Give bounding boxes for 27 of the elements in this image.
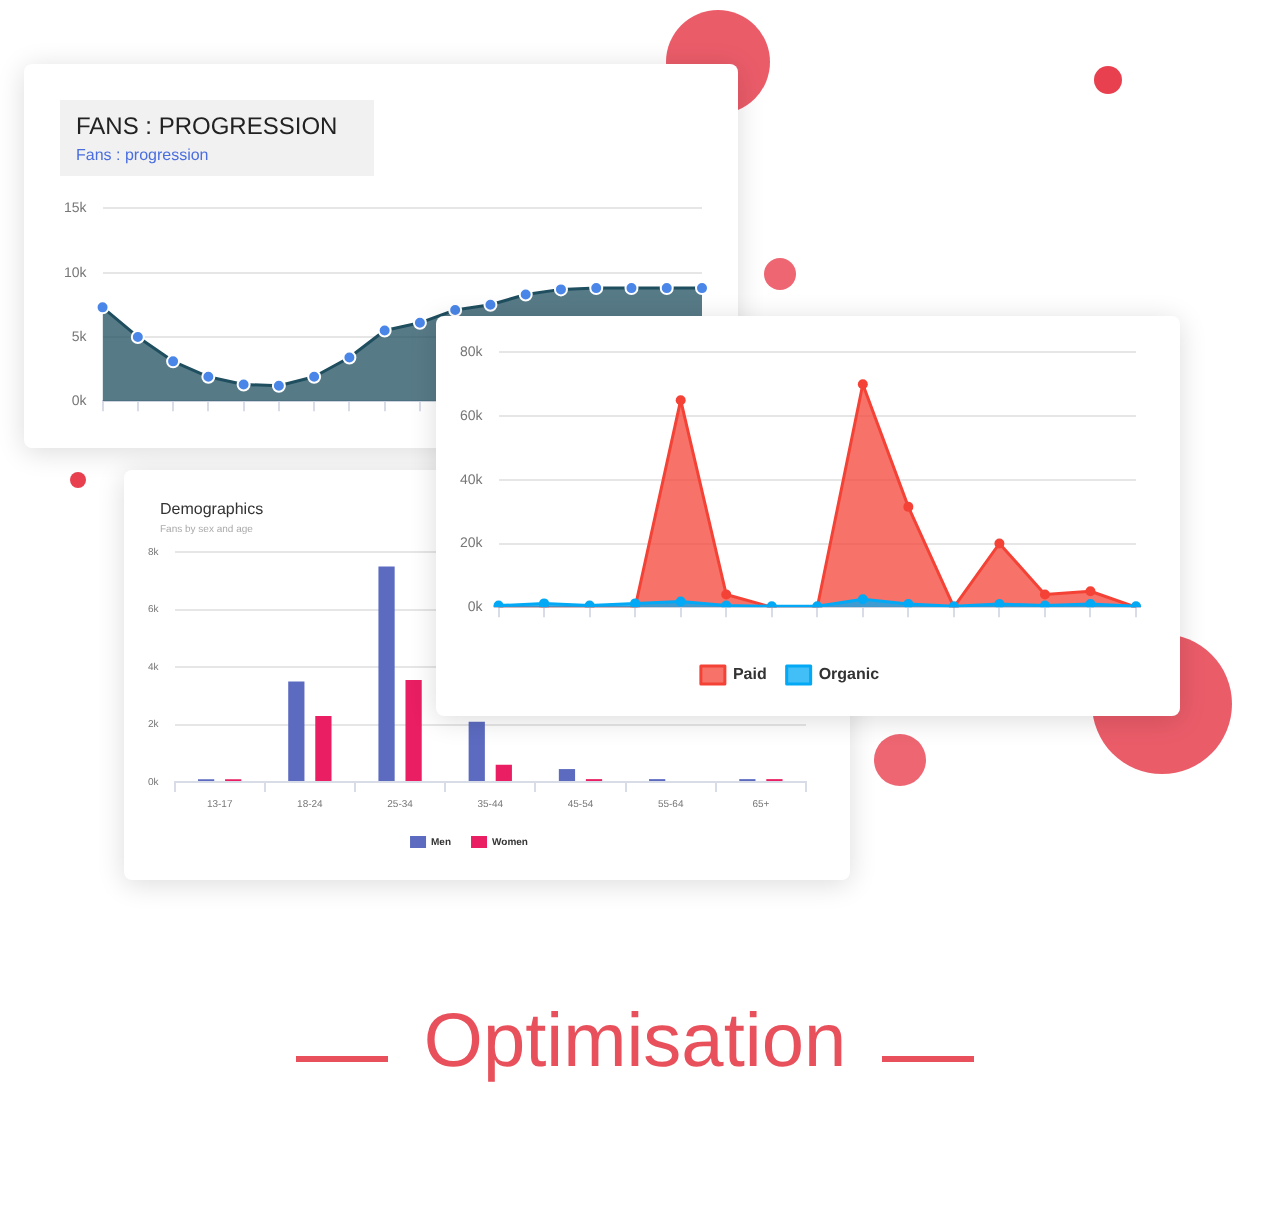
point [994, 599, 1005, 608]
point [903, 599, 914, 608]
point [1085, 586, 1096, 597]
chart-title: Demographics [160, 500, 264, 518]
point [675, 395, 686, 406]
point [1039, 589, 1050, 600]
bar [558, 769, 576, 781]
point [1039, 600, 1050, 608]
text: Optimisation [423, 1000, 847, 1084]
point [721, 600, 732, 608]
bar [405, 679, 422, 781]
bar [315, 715, 332, 781]
point [721, 589, 732, 600]
bar [495, 764, 512, 781]
point [994, 538, 1005, 549]
point [1085, 599, 1096, 608]
point [857, 379, 868, 390]
chart-subtitle: Fans : progression [76, 146, 211, 164]
point [857, 594, 868, 605]
bar [288, 681, 305, 781]
bar [378, 566, 395, 781]
legend-label: Organic [818, 665, 881, 684]
chart-title: FANS : PROGRESSION [76, 112, 338, 140]
legend-label: Paid [732, 665, 767, 684]
point [903, 501, 914, 512]
bar [468, 721, 485, 781]
point [675, 596, 686, 607]
